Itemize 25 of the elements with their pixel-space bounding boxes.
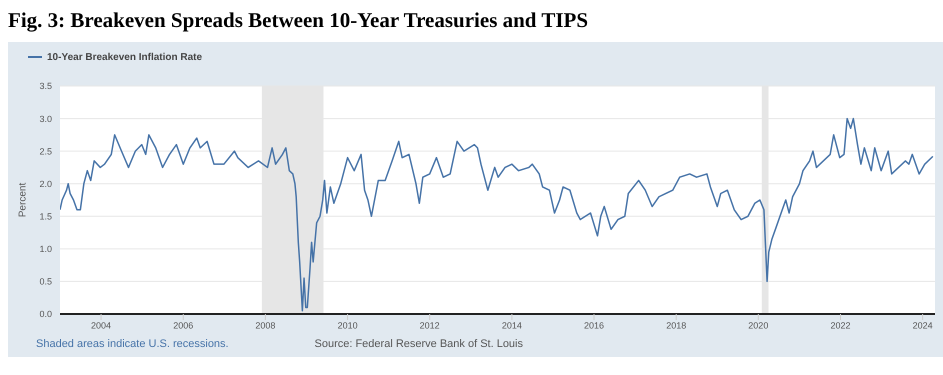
y-tick-label: 2.0 bbox=[39, 178, 52, 189]
x-tick-label: 2022 bbox=[830, 320, 851, 330]
legend-label: 10-Year Breakeven Inflation Rate bbox=[47, 52, 202, 62]
x-tick-label: 2012 bbox=[420, 320, 440, 330]
y-tick-label: 0.5 bbox=[39, 276, 52, 287]
x-tick-label: 2010 bbox=[338, 320, 358, 330]
x-tick-label: 2016 bbox=[584, 320, 604, 330]
x-tick-label: 2006 bbox=[173, 320, 194, 330]
y-axis-title: Percent bbox=[18, 182, 29, 218]
x-tick-label: 2020 bbox=[748, 320, 768, 330]
x-tick-label: 2018 bbox=[666, 320, 686, 330]
x-tick-label: 2004 bbox=[91, 320, 112, 330]
y-tick-label: 0.0 bbox=[39, 309, 52, 320]
y-tick-label: 3.0 bbox=[39, 114, 52, 124]
x-tick-label: 2014 bbox=[502, 320, 522, 330]
y-tick-label: 3.5 bbox=[39, 81, 52, 92]
y-tick-label: 1.0 bbox=[39, 244, 52, 254]
text: Shaded areas indicate U.S. recessions. bbox=[36, 338, 229, 350]
y-tick-label: 2.5 bbox=[39, 146, 52, 156]
line-series bbox=[60, 118, 934, 312]
x-tick-label: 2024 bbox=[912, 320, 933, 330]
source-note: Source: Federal Reserve Bank of St. Louis bbox=[314, 338, 523, 350]
y-tick-label: 1.5 bbox=[39, 211, 52, 222]
chart-title: Fig. 3: Breakeven Spreads Between 10-Year Treasuries and TIPS bbox=[8, 8, 588, 32]
x-tick-label: 2008 bbox=[255, 320, 276, 330]
